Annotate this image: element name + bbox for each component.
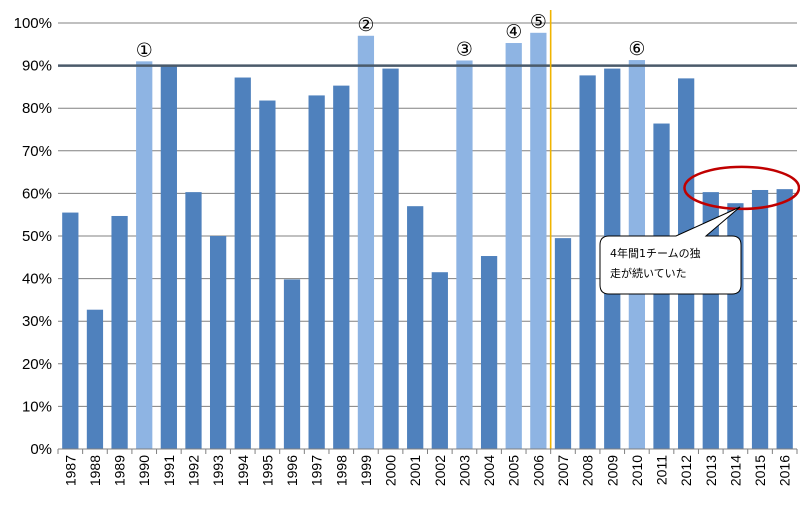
bar-2002 bbox=[431, 272, 448, 449]
y-axis-ticks: 0% 10% 20% 30% 40% 50% 60% 70% 80% 90% 100% bbox=[14, 15, 52, 458]
bar-annotations: ① ② ③ ④ ⑤ ⑥ bbox=[136, 11, 646, 62]
bar-2001 bbox=[407, 206, 424, 449]
x-tick-label-1988: 1988 bbox=[87, 455, 103, 486]
y-tick-label-80: 80% bbox=[22, 100, 52, 117]
x-tick-label-1994: 1994 bbox=[235, 455, 251, 486]
x-tick-label-1992: 1992 bbox=[185, 455, 201, 486]
x-tick-label-2005: 2005 bbox=[506, 455, 522, 486]
bar-2006 bbox=[530, 32, 547, 449]
callout-text-line-2: 走が続いていた bbox=[610, 266, 687, 280]
x-tick-label-2010: 2010 bbox=[629, 455, 645, 486]
bar-1990 bbox=[136, 61, 153, 450]
y-tick-label-10: 10% bbox=[22, 398, 52, 415]
y-tick-label-90: 90% bbox=[22, 58, 52, 75]
x-tick-label-1987: 1987 bbox=[62, 455, 78, 486]
bar-1991 bbox=[160, 65, 177, 449]
x-tick-label-2014: 2014 bbox=[727, 455, 743, 486]
annotation-2006: ⑤ bbox=[530, 11, 547, 33]
x-tick-label-1990: 1990 bbox=[136, 455, 152, 486]
bar-1992 bbox=[185, 192, 202, 449]
bar-2015 bbox=[751, 189, 769, 449]
bar-1994 bbox=[234, 77, 251, 449]
y-tick-label-60: 60% bbox=[22, 185, 52, 202]
bar-2003 bbox=[456, 60, 473, 449]
x-tick-label-1989: 1989 bbox=[112, 455, 128, 486]
annotation-2003: ③ bbox=[456, 38, 473, 60]
x-tick-label-2001: 2001 bbox=[407, 455, 423, 486]
bar-1987 bbox=[62, 212, 79, 449]
bar-2004 bbox=[480, 256, 498, 449]
callout-bubble bbox=[599, 206, 742, 295]
annotation-2010: ⑥ bbox=[628, 38, 645, 60]
y-tick-label-70: 70% bbox=[22, 143, 52, 160]
x-tick-label-2015: 2015 bbox=[752, 455, 768, 486]
x-tick-label-2000: 2000 bbox=[383, 455, 399, 486]
bar-2007 bbox=[554, 238, 572, 449]
callout: 4年間1チームの独 走が続いていた bbox=[599, 206, 742, 295]
y-tick-label-20: 20% bbox=[22, 356, 52, 373]
x-tick-label-1998: 1998 bbox=[333, 455, 349, 486]
x-tick-label-2009: 2009 bbox=[604, 455, 620, 486]
y-tick-label-40: 40% bbox=[22, 271, 52, 288]
y-tick-label-30: 30% bbox=[22, 313, 52, 330]
x-tick-label-1999: 1999 bbox=[358, 455, 374, 486]
x-tick-label-2011: 2011 bbox=[654, 455, 670, 485]
callout-text-line-1: 4年間1チームの独 bbox=[610, 246, 701, 260]
x-tick-label-2007: 2007 bbox=[555, 455, 571, 486]
bar-1998 bbox=[333, 85, 350, 449]
x-tick-label-1995: 1995 bbox=[259, 455, 275, 486]
x-tick-label-2012: 2012 bbox=[678, 455, 694, 486]
bar-1993 bbox=[209, 236, 227, 449]
x-tick-label-2008: 2008 bbox=[580, 455, 596, 486]
x-tick-label-1991: 1991 bbox=[161, 455, 177, 486]
highlight-ellipse bbox=[683, 165, 800, 211]
bar-2016 bbox=[776, 189, 793, 449]
bar-1996 bbox=[283, 279, 301, 449]
x-tick-label-2002: 2002 bbox=[432, 455, 448, 486]
x-tick-label-2003: 2003 bbox=[456, 455, 472, 486]
bar-1997 bbox=[308, 95, 325, 450]
bar-2000 bbox=[382, 68, 399, 449]
x-tick-label-2016: 2016 bbox=[777, 455, 793, 486]
bar-2008 bbox=[579, 75, 596, 449]
bars bbox=[62, 32, 793, 450]
x-tick-label-2013: 2013 bbox=[703, 455, 719, 486]
x-tick-label-1993: 1993 bbox=[210, 455, 226, 486]
x-tick-label-1997: 1997 bbox=[309, 455, 325, 486]
x-tick-label-1996: 1996 bbox=[284, 455, 300, 486]
bar-1989 bbox=[111, 215, 128, 449]
bar-1988 bbox=[86, 309, 104, 449]
bar-1995 bbox=[259, 100, 276, 450]
y-tick-label-50: 50% bbox=[22, 228, 52, 245]
annotation-1990: ① bbox=[136, 39, 153, 61]
x-tick-label-2004: 2004 bbox=[481, 455, 497, 486]
bar-1999 bbox=[357, 35, 375, 449]
annotation-1999: ② bbox=[357, 14, 374, 36]
y-tick-label-100: 100% bbox=[14, 15, 52, 32]
bar-2005 bbox=[505, 43, 522, 449]
x-tick-label-2006: 2006 bbox=[530, 455, 546, 486]
y-tick-label-0: 0% bbox=[30, 441, 52, 458]
annotation-2005: ④ bbox=[505, 21, 522, 43]
x-axis-ticks: 1987 1988 1989 1990 1991 1992 1993 1994 1995 1996… bbox=[57, 449, 798, 486]
